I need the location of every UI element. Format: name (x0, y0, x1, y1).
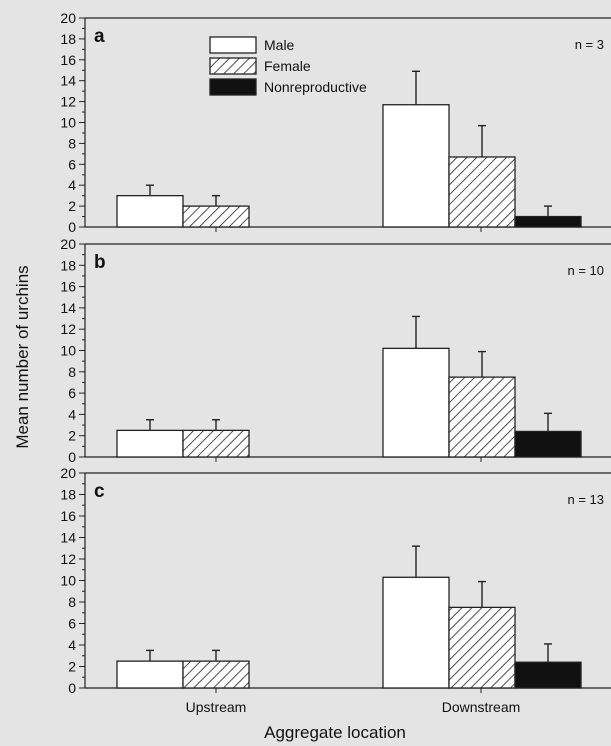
y-tick-label: 10 (60, 343, 76, 359)
y-tick-label: 0 (68, 219, 76, 235)
y-tick-label: 12 (60, 551, 76, 567)
panel-letter: c (94, 481, 105, 502)
bar-female-upstream (182, 429, 250, 458)
legend-label: Male (264, 37, 295, 53)
bar-male-upstream (116, 660, 184, 689)
y-tick-label: 18 (60, 257, 76, 273)
legend-swatch-nonreproductive (209, 78, 257, 96)
bar-male-upstream (116, 429, 184, 458)
y-tick-label: 6 (68, 616, 76, 632)
y-tick-label: 4 (68, 637, 76, 653)
y-tick-label: 20 (60, 10, 76, 26)
x-category-label: Downstream (442, 699, 521, 715)
y-tick-label: 4 (68, 177, 76, 193)
bar-nonreproductive-downstream (514, 661, 582, 689)
y-tick-label: 10 (60, 115, 76, 131)
y-tick-label: 14 (60, 530, 76, 546)
panel-b: 0 2 4 6 8 10 12 14 16 18 20 b n = 10 (60, 236, 611, 465)
legend-label: Female (264, 58, 311, 74)
y-tick-label: 16 (60, 279, 76, 295)
legend-swatch-male (209, 36, 257, 54)
y-tick-label: 8 (68, 594, 76, 610)
bar-female-upstream (182, 205, 250, 228)
y-tick-label: 20 (60, 236, 76, 252)
panel-letter: a (94, 26, 105, 47)
sample-size-label: n = 10 (567, 263, 604, 278)
bar-male-downstream (382, 104, 450, 228)
legend-swatch-female (209, 57, 257, 75)
y-tick-label: 0 (68, 680, 76, 696)
y-tick-label: 10 (60, 573, 76, 589)
bar-nonreproductive-downstream (514, 430, 582, 458)
x-category-label: Upstream (186, 699, 247, 715)
bar-male-upstream (116, 194, 184, 228)
y-tick-label: 0 (68, 449, 76, 465)
y-tick-label: 2 (68, 198, 76, 214)
y-tick-label: 16 (60, 52, 76, 68)
sample-size-label: n = 3 (575, 37, 604, 52)
legend-label: Nonreproductive (264, 79, 367, 95)
y-tick-label: 8 (68, 135, 76, 151)
y-tick-label: 18 (60, 31, 76, 47)
y-tick-label: 20 (60, 465, 76, 481)
panel-letter: b (94, 252, 106, 273)
bar-male-downstream (382, 347, 450, 458)
y-tick-label: 14 (60, 300, 76, 316)
bar-female-upstream (182, 660, 250, 689)
bar-female-downstream (448, 376, 516, 458)
y-tick-label: 4 (68, 406, 76, 422)
bar-female-downstream (448, 156, 516, 228)
y-tick-label: 2 (68, 428, 76, 444)
panel-c: 0 2 4 6 8 10 12 14 16 18 20 c n = 13 Upstream Downstre… (60, 465, 611, 715)
y-axis-title: Mean number of urchins (13, 265, 32, 448)
x-axis-title: Aggregate location (264, 723, 406, 742)
y-tick-label: 2 (68, 659, 76, 675)
y-tick-label: 12 (60, 94, 76, 110)
bar-female-downstream (448, 606, 516, 689)
sample-size-label: n = 13 (567, 492, 604, 507)
y-tick-label: 14 (60, 73, 76, 89)
y-tick-label: 16 (60, 508, 76, 524)
panel-a: 0 2 4 6 8 10 12 14 16 18 20 a n = 3 (60, 10, 611, 235)
y-tick-label: 8 (68, 364, 76, 380)
y-tick-label: 6 (68, 156, 76, 172)
y-tick-label: 6 (68, 385, 76, 401)
chart-legend: Male Female Nonreproductive (209, 36, 367, 96)
bar-male-downstream (382, 576, 450, 689)
bar-nonreproductive-downstream (514, 215, 582, 228)
y-tick-label: 12 (60, 321, 76, 337)
y-tick-label: 18 (60, 487, 76, 503)
